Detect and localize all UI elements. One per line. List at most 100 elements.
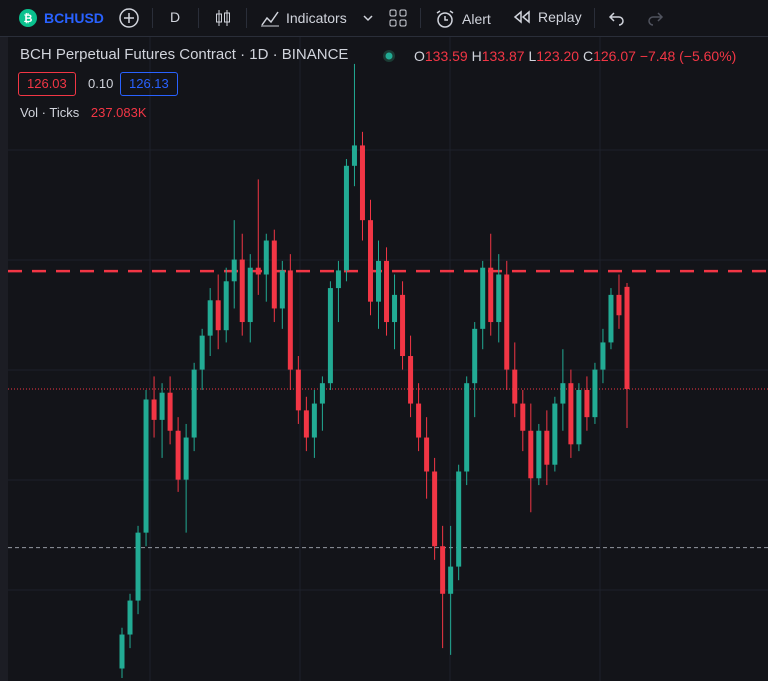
layouts[interactable] (388, 8, 408, 28)
candle-body (568, 383, 574, 445)
interval[interactable]: D (170, 9, 180, 25)
candle-body (175, 430, 181, 480)
alert[interactable]: Alert (434, 9, 491, 29)
open: 133.59 (424, 48, 468, 64)
candle-body (584, 389, 590, 418)
interval-text: D (170, 9, 181, 25)
candle-body (592, 369, 598, 418)
candle-body (119, 634, 125, 669)
candle-body (311, 403, 317, 438)
candle-body (247, 267, 253, 323)
legend: BCH Perpetual Futures Contract · 1D · BI… (20, 46, 736, 64)
candle-body (416, 403, 422, 438)
indicators-menu[interactable] (362, 12, 374, 24)
candle-body (472, 328, 478, 384)
add-symbol[interactable] (118, 7, 140, 29)
candle-body (528, 430, 534, 479)
candle-body (432, 471, 438, 547)
candle-body (512, 369, 518, 404)
replay-icon (513, 10, 530, 24)
ask[interactable]: 126.13 (120, 72, 178, 96)
volume-legend: Vol · Ticks 237.083K (20, 105, 147, 120)
svg-text:₿: ₿ (24, 13, 33, 25)
candle-body (215, 300, 221, 331)
redo[interactable] (646, 9, 664, 27)
candle-body (576, 389, 582, 445)
ohlc: O133.59 H133.87 L123.20 C126.07 −7.48 (−… (414, 48, 736, 64)
indicators-icon (261, 11, 279, 27)
bid[interactable]: 126.03 (18, 72, 76, 96)
symbol-text: BCHUSD (44, 10, 104, 26)
candle-body (376, 260, 382, 302)
candle-body (143, 399, 149, 533)
candle-body (207, 300, 213, 336)
candle-body (231, 259, 237, 282)
undo[interactable] (608, 9, 626, 27)
candle-body (616, 294, 622, 316)
grid (8, 37, 768, 681)
candle-body (327, 288, 333, 384)
indicators[interactable]: Indicators (260, 9, 347, 27)
candle-body (183, 437, 189, 480)
legend-title: BCH Perpetual Futures Contract · 1D · BI… (20, 46, 349, 63)
candle-body (335, 270, 341, 289)
candle-body (303, 410, 309, 438)
high-label: H (471, 48, 482, 64)
low-label: L (528, 48, 537, 64)
candle-body (359, 145, 365, 221)
candle-body (287, 270, 293, 370)
candle-body (167, 392, 173, 431)
indicators-text: Indicators (286, 10, 347, 26)
candle-body (239, 259, 245, 323)
candle-body (544, 430, 550, 465)
close-label: C (582, 48, 594, 64)
candle-body (488, 267, 494, 323)
replay-text: Replay (538, 9, 582, 25)
candle-body (159, 392, 165, 420)
candle-body (343, 165, 349, 271)
candle-body (351, 145, 357, 166)
candle-body (408, 356, 414, 404)
left-strip (0, 37, 8, 681)
replay[interactable]: Replay (512, 9, 582, 25)
spread: 0.10 (88, 76, 114, 91)
change: −7.48 (−5.60%) (639, 48, 737, 64)
candle-body (560, 383, 566, 404)
candle-body (536, 430, 542, 479)
candle-body (440, 546, 446, 594)
high: 133.87 (481, 48, 525, 64)
open-label: O (414, 48, 425, 64)
candle-body (624, 286, 630, 390)
candle-body (255, 267, 261, 275)
candle-body (504, 274, 510, 370)
candle-body (191, 369, 197, 438)
close: 126.07 (593, 48, 636, 64)
candle-body (384, 260, 390, 323)
volume-label: Vol · Ticks (20, 105, 80, 120)
symbol[interactable]: ₿ BCHUSD (18, 8, 104, 28)
candle-body (608, 294, 614, 343)
candle-body (367, 220, 373, 302)
candle-body (456, 471, 462, 567)
low: 123.20 (536, 48, 580, 64)
candle-body (319, 383, 325, 404)
volume: 237.083K (90, 105, 147, 120)
candle-body (279, 270, 285, 309)
candle-body (520, 403, 526, 431)
candle-body (496, 274, 502, 323)
candle-body (424, 437, 430, 472)
candle-body (135, 532, 141, 601)
candle-body (480, 267, 486, 329)
candle-body (199, 335, 205, 370)
toolbar: ₿ BCHUSD D Indicators Alert Replay (0, 0, 768, 37)
candle-body (464, 383, 470, 472)
candle-body (448, 566, 454, 594)
candle-body (263, 240, 269, 275)
alert-text: Alert (462, 11, 491, 27)
candle-body (552, 403, 558, 465)
candle-body (127, 600, 133, 635)
chart-type[interactable] (212, 7, 234, 29)
candle-body (392, 294, 398, 323)
